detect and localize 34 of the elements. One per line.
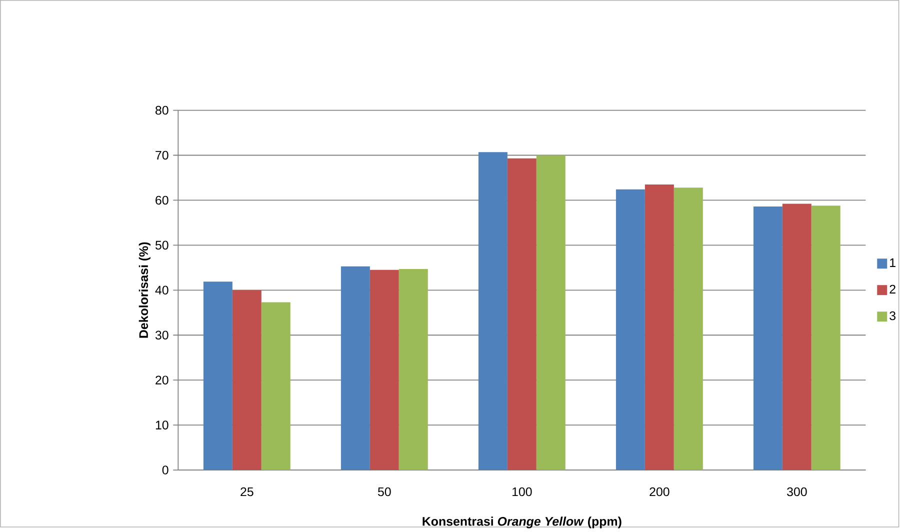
x-tick-label: 100 (512, 487, 532, 496)
bar (232, 290, 262, 470)
legend-label: 3 (890, 311, 896, 320)
bar (261, 302, 290, 470)
x-axis-title: Konsentrasi Orange Yellow (ppm) (422, 516, 622, 528)
y-axis-title: Dekolorisasi (%) (138, 242, 150, 338)
x-tick-label: 50 (378, 487, 391, 496)
bar (478, 152, 508, 470)
bar (370, 270, 399, 470)
y-tick-label: 60 (156, 196, 168, 204)
y-tick-label: 30 (155, 330, 168, 340)
bar (507, 158, 536, 470)
bar (340, 266, 370, 470)
legend-label: 2 (890, 284, 896, 294)
x-tick-label: 300 (787, 487, 807, 496)
bar (811, 205, 840, 470)
y-tick-label: 20 (156, 375, 168, 384)
y-tick-label: 10 (156, 420, 168, 430)
bar (398, 268, 428, 470)
y-tick-label: 50 (155, 240, 168, 250)
y-tick-label: 40 (155, 286, 168, 294)
x-tick-label: 200 (650, 487, 670, 496)
bar (536, 155, 566, 470)
bar (644, 184, 674, 470)
y-tick-label: 0 (162, 465, 168, 474)
bar (616, 189, 645, 470)
y-tick-label: 70 (156, 150, 168, 160)
legend-label: 1 (890, 258, 896, 267)
y-tick-label: 80 (156, 106, 168, 114)
bar (753, 206, 782, 470)
bar (674, 187, 703, 470)
bar (782, 204, 812, 470)
x-tick-label: 25 (240, 487, 254, 496)
bar (203, 281, 232, 470)
